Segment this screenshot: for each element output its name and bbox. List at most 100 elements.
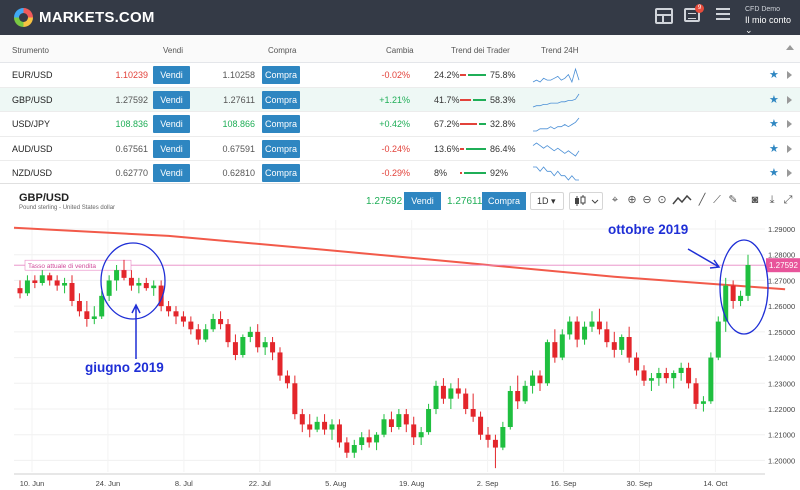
sentiment-bar	[460, 98, 486, 101]
row-symbol[interactable]: NZD/USD	[12, 168, 52, 178]
table-row[interactable]: GBP/USD 1.27592 Vendi 1.27611 Compra +1.21% 41…	[0, 87, 800, 112]
candle-body	[582, 326, 588, 340]
timeframe-value: 1D	[537, 196, 549, 206]
zoom-out-icon[interactable]: ⊖	[642, 194, 652, 206]
row-buy-price: 1.10258	[222, 70, 255, 80]
table-row[interactable]: AUD/USD 0.67561 Vendi 0.67591 Compra -0.24% 13…	[0, 136, 800, 161]
row-symbol[interactable]: AUD/USD	[12, 143, 53, 154]
candle-body	[663, 373, 669, 379]
candle-body	[544, 342, 550, 384]
download-icon[interactable]: ⤓	[769, 194, 775, 206]
current-price-value: 1.27592	[769, 261, 798, 270]
crosshair-icon[interactable]: ⌖	[611, 194, 619, 206]
favorite-star-icon[interactable]: ★	[769, 93, 779, 106]
row-change: -0.24%	[381, 143, 410, 154]
favorite-star-icon[interactable]: ★	[769, 167, 779, 179]
logo-text: MARKETS.COM	[39, 9, 155, 26]
candle-body	[626, 337, 632, 358]
timeframe-select[interactable]: 1D ▾	[530, 192, 564, 210]
candle-body	[634, 357, 640, 371]
camera-icon[interactable]: ◙	[751, 194, 759, 206]
menu-list-icon[interactable]	[716, 8, 730, 22]
favorite-star-icon[interactable]: ★	[769, 142, 779, 155]
y-tick-label: 1.28000	[768, 251, 795, 260]
candle-body	[559, 334, 565, 358]
candle-body	[366, 437, 372, 443]
candle-body	[418, 432, 424, 438]
chart-buy-button[interactable]: Compra	[482, 192, 526, 210]
row-arrow-icon[interactable]	[787, 169, 792, 177]
zoom-reset-icon[interactable]: ⊙	[657, 194, 667, 206]
candle-body	[604, 329, 610, 343]
row-symbol[interactable]: EUR/USD	[12, 70, 53, 80]
markets-logo[interactable]: MARKETS.COM	[14, 8, 155, 27]
candle-body	[114, 270, 120, 281]
row-buy-price: 0.62810	[222, 168, 255, 178]
candle-body	[440, 385, 446, 399]
header-trend-24h: Trend 24H	[541, 46, 579, 55]
row-buy-button[interactable]: Compra	[262, 139, 300, 158]
x-tick-label: 30. Sep	[627, 479, 653, 488]
layout-icon[interactable]	[655, 8, 673, 24]
candle-body	[671, 373, 677, 379]
row-sell-button[interactable]: Vendi	[153, 115, 190, 133]
price-chart[interactable]: 1.29000 1.28000 1.27000 1.26000 1.25000 1.240…	[0, 184, 800, 490]
draw-line-icon[interactable]: ╱	[698, 194, 706, 206]
row-symbol[interactable]: GBP/USD	[12, 94, 53, 105]
row-arrow-icon[interactable]	[787, 71, 792, 79]
scroll-up-icon[interactable]	[786, 45, 794, 50]
table-row[interactable]: NZD/USD 0.62770 Vendi 0.62810 Compra -0.29% 8%…	[0, 161, 800, 186]
instrument-table: Strumento Vendi Compra Cambia Trend dei …	[0, 35, 800, 186]
candle-body	[648, 378, 654, 381]
candle-body	[470, 409, 476, 417]
expand-icon[interactable]: ⤢	[783, 194, 793, 206]
account-demo-label: CFD Demo	[745, 6, 781, 13]
chart-subtitle: Pound sterling - United States dollar	[19, 205, 116, 211]
table-row[interactable]: USD/JPY 108.836 Vendi 108.866 Compra +0.42% 67…	[0, 112, 800, 137]
current-price-tag	[766, 258, 800, 273]
row-arrow-icon[interactable]	[787, 95, 792, 104]
indicator-icon[interactable]	[672, 194, 692, 206]
account-menu[interactable]: CFD Demo Il mio conto ⌄	[745, 6, 800, 36]
row-buy-button[interactable]: Compra	[262, 66, 300, 84]
row-buy-sentiment: 86.4%	[490, 143, 516, 154]
sentiment-bar	[460, 123, 486, 125]
chart-sell-button[interactable]: Vendi	[404, 192, 441, 210]
row-buy-button[interactable]: Compra	[262, 164, 300, 182]
annotation-june: giugno 2019	[85, 360, 164, 375]
y-tick-label: 1.27000	[768, 276, 795, 285]
favorite-star-icon[interactable]: ★	[769, 69, 779, 81]
messages-icon[interactable]	[684, 8, 700, 22]
candle-body	[91, 316, 97, 319]
x-tick-label: 8. Jul	[175, 479, 193, 488]
candle-body	[455, 388, 461, 394]
draw-trend-icon[interactable]: ⟋	[713, 194, 721, 206]
row-sell-button[interactable]: Vendi	[153, 139, 190, 158]
candle-body	[552, 342, 558, 358]
candle-body	[24, 280, 30, 294]
row-buy-button[interactable]: Compra	[262, 115, 300, 133]
candle-body	[284, 375, 290, 384]
row-buy-button[interactable]: Compra	[262, 90, 300, 109]
annotation-arrow-october	[687, 248, 721, 269]
row-sell-button[interactable]: Vendi	[153, 164, 190, 182]
row-sell-button[interactable]: Vendi	[153, 90, 190, 109]
table-row[interactable]: EUR/USD 1.10239 Vendi 1.10258 Compra -0.02% 24…	[0, 63, 800, 88]
candle-body	[678, 367, 684, 373]
row-arrow-icon[interactable]	[787, 144, 792, 153]
candle-body	[210, 319, 216, 330]
row-symbol[interactable]: USD/JPY	[12, 119, 51, 129]
candle-body	[478, 416, 484, 435]
row-arrow-icon[interactable]	[787, 120, 792, 128]
candle-body	[322, 421, 328, 430]
candle-body	[463, 393, 469, 409]
candle-body	[686, 367, 692, 384]
candle-body	[715, 321, 721, 358]
row-sell-button[interactable]: Vendi	[153, 66, 190, 84]
zoom-in-icon[interactable]: ⊕	[627, 194, 637, 206]
candle-body	[500, 427, 506, 448]
favorite-star-icon[interactable]: ★	[769, 118, 779, 130]
chart-type-select[interactable]	[569, 192, 603, 210]
pencil-icon[interactable]: ✎	[728, 194, 738, 206]
candle-body	[32, 280, 38, 283]
